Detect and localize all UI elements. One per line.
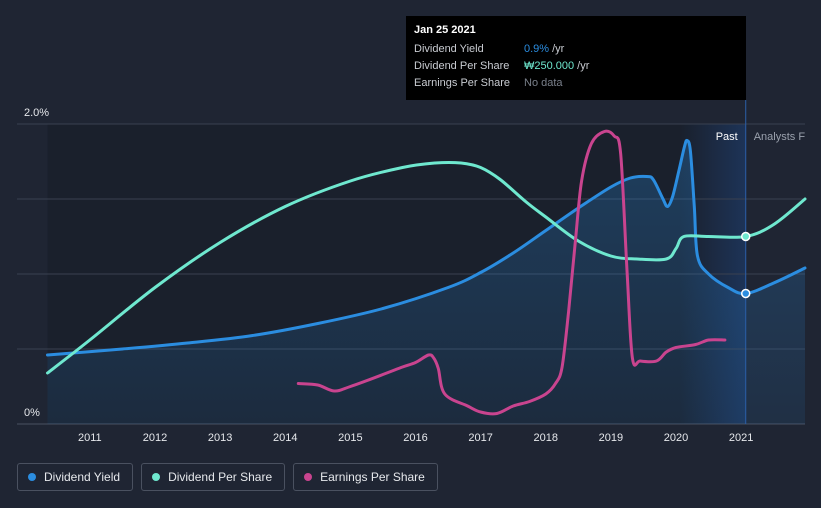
hover-tooltip: Jan 25 2021 Dividend Yield 0.9% /yr Divi… [406, 16, 746, 100]
tooltip-value: No data [524, 76, 563, 89]
legend-dot-icon [304, 473, 313, 481]
hover-point-marker [740, 231, 751, 242]
earnings-per-share-line [296, 129, 727, 416]
tooltip-unit: /yr [552, 42, 565, 55]
legend-item-dividend-per-share[interactable]: Dividend Per Share [141, 463, 286, 491]
x-tick-label: 2021 [729, 432, 753, 444]
x-tick-label: 2016 [403, 432, 427, 444]
past-region-label: Past [716, 131, 738, 143]
tooltip-row-dividend-yield: Dividend Yield 0.9% /yr [414, 40, 738, 57]
chart-legend: Dividend Yield Dividend Per Share Earnin… [17, 463, 438, 491]
dividend-yield-area [47, 140, 805, 424]
legend-label: Dividend Yield [44, 470, 121, 484]
legend-item-dividend-yield[interactable]: Dividend Yield [17, 463, 134, 491]
dividend-per-share-line [46, 160, 807, 375]
x-tick-label: 2018 [534, 432, 558, 444]
legend-dot-icon [28, 473, 36, 481]
tooltip-value: 0.9% [524, 42, 550, 55]
y-tick-label: 0% [24, 407, 40, 419]
tooltip-date: Jan 25 2021 [414, 24, 476, 36]
x-tick-label: 2020 [664, 432, 688, 444]
x-tick-label: 2013 [208, 432, 232, 444]
x-tick-label: 2017 [468, 432, 492, 444]
tooltip-label: Dividend Per Share [414, 59, 510, 72]
legend-label: Earnings Per Share [320, 470, 425, 484]
legend-dot-icon [152, 473, 161, 481]
legend-label: Dividend Per Share [168, 470, 273, 484]
dividend-yield-line [46, 138, 807, 357]
x-tick-label: 2019 [599, 432, 623, 444]
tooltip-unit: /yr [577, 59, 590, 72]
y-tick-label: 2.0% [24, 107, 49, 119]
tooltip-row-earnings-per-share: Earnings Per Share No data [414, 74, 738, 91]
tooltip-label: Dividend Yield [414, 42, 484, 55]
tooltip-value: ₩250.000 [524, 59, 575, 72]
x-tick-label: 2015 [338, 432, 362, 444]
x-tick-label: 2012 [143, 432, 167, 444]
x-tick-label: 2014 [273, 432, 297, 444]
tooltip-row-dividend-per-share: Dividend Per Share ₩250.000 /yr [414, 57, 738, 74]
legend-item-earnings-per-share[interactable]: Earnings Per Share [293, 463, 438, 491]
x-tick-label: 2011 [78, 432, 102, 444]
forecast-region-label: Analysts F [754, 131, 806, 143]
hover-point-marker [740, 288, 751, 299]
tooltip-label: Earnings Per Share [414, 76, 510, 89]
